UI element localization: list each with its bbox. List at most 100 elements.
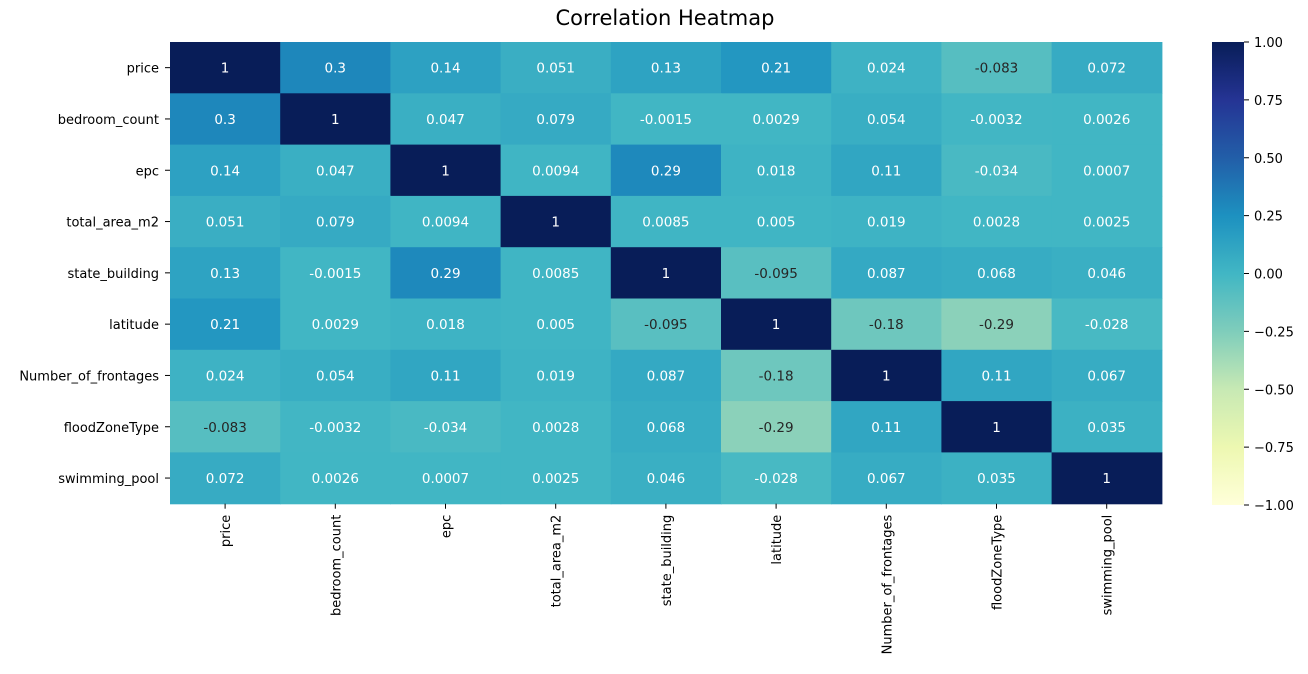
heatmap-cell	[941, 349, 1053, 402]
heatmap-cell	[1051, 298, 1163, 351]
cell-value-label: -0.095	[644, 317, 688, 333]
heatmap-cell	[280, 349, 391, 402]
heatmap-cell	[280, 247, 391, 300]
colorbar-gradient	[1212, 42, 1244, 505]
heatmap-cell	[831, 452, 942, 505]
cell-value-label: 0.018	[426, 317, 465, 333]
cell-value-label: 0.0025	[532, 471, 579, 487]
heatmap-cell	[610, 144, 722, 197]
colorbar-tick-label: 1.00	[1254, 36, 1283, 51]
cell-value-label: 0.0026	[1083, 112, 1130, 128]
row-tick-label: Number_of_frontages	[19, 369, 159, 384]
cell-value-label: 0.0094	[532, 163, 579, 179]
cell-value-label: 0.051	[206, 215, 245, 231]
cell-value-label: -0.0015	[309, 266, 361, 282]
heatmap-cell	[941, 42, 1053, 94]
heatmap-cell	[1051, 247, 1163, 300]
column-tick-label: price	[219, 515, 234, 547]
cell-value-label: 1	[441, 163, 450, 179]
cell-value-label: -0.028	[1085, 317, 1129, 333]
heatmap-cell	[280, 298, 391, 351]
heatmap-cell	[390, 93, 502, 146]
colorbar-tick-label: −0.75	[1254, 441, 1294, 456]
cell-value-label: 0.29	[651, 163, 681, 179]
cell-value-label: 0.054	[867, 112, 906, 128]
heatmap-cell	[831, 298, 942, 351]
colorbar-tick-label: −0.50	[1254, 383, 1294, 398]
heatmap-cell	[170, 298, 281, 351]
heatmap-cell	[1051, 349, 1163, 402]
cell-value-label: 1	[772, 317, 781, 333]
column-tick-label: epc	[440, 515, 455, 538]
heatmap-cell	[610, 93, 722, 146]
cell-value-label: 0.0094	[422, 215, 469, 231]
heatmap-cell	[610, 298, 722, 351]
heatmap-cell	[390, 298, 502, 351]
cell-value-label: 0.29	[430, 266, 460, 282]
heatmap-cell	[721, 247, 832, 300]
heatmap-cell	[831, 349, 942, 402]
colorbar-tick-label: 0.75	[1254, 94, 1283, 109]
colorbar-tick-label: 0.50	[1254, 152, 1283, 167]
cell-value-label: -0.18	[759, 368, 794, 384]
heatmap-cell	[390, 349, 502, 402]
heatmap-cell	[390, 195, 502, 248]
heatmap-cell	[1051, 93, 1163, 146]
cell-value-label: 0.0029	[752, 112, 799, 128]
row-tick-label: price	[127, 62, 159, 77]
heatmap-cell	[500, 349, 612, 402]
heatmap-cell	[941, 452, 1053, 505]
cell-value-label: -0.0032	[970, 112, 1022, 128]
heatmap-cell	[610, 349, 722, 402]
cell-value-label: 0.0026	[312, 471, 359, 487]
column-tick-label: floodZoneType	[991, 515, 1006, 610]
cell-value-label: -0.083	[975, 61, 1019, 77]
cell-value-label: 0.13	[210, 266, 240, 282]
cell-value-label: -0.028	[754, 471, 798, 487]
cell-value-label: 1	[221, 61, 230, 77]
cell-value-label: 0.005	[757, 215, 796, 231]
heatmap-cell	[170, 401, 281, 453]
heatmap-cell	[500, 298, 612, 351]
heatmap-cell	[280, 93, 391, 146]
heatmap-cell	[170, 144, 281, 197]
heatmap-cell	[500, 247, 612, 300]
heatmap-cell	[831, 93, 942, 146]
heatmap-cell	[280, 42, 391, 94]
heatmap-cell	[390, 247, 502, 300]
heatmap-cells: 1 0.3 0.14 0.051 0.13 0.21 0.024 -0.083 0.072 0.3…	[170, 42, 1163, 505]
cell-value-label: 0.087	[867, 266, 906, 282]
cell-value-label: 0.11	[871, 163, 901, 179]
heatmap-cell	[831, 195, 942, 248]
cell-value-label: 1	[662, 266, 671, 282]
cell-value-label: 0.046	[1087, 266, 1126, 282]
cell-value-label: 0.018	[757, 163, 796, 179]
cell-value-label: 1	[331, 112, 340, 128]
cell-value-label: 0.005	[536, 317, 575, 333]
heatmap-cell	[500, 42, 612, 94]
heatmap-cell	[390, 42, 502, 94]
heatmap-cell	[500, 401, 612, 453]
row-tick-label: state_building	[67, 267, 159, 282]
heatmap-cell	[280, 401, 391, 453]
heatmap-cell	[610, 401, 722, 453]
heatmap-cell	[1051, 452, 1163, 505]
cell-value-label: 0.0085	[532, 266, 579, 282]
cell-value-label: -0.095	[754, 266, 798, 282]
cell-value-label: 0.11	[871, 420, 901, 436]
row-tick-label: bedroom_count	[58, 113, 159, 128]
cell-value-label: -0.034	[975, 163, 1019, 179]
heatmap-cell	[831, 247, 942, 300]
colorbar: 1.00 0.75 0.50 0.25 0.00 −0.25 −0.50 −0.75 −1.00	[1212, 36, 1294, 514]
cell-value-label: 0.068	[977, 266, 1016, 282]
row-tick-label: latitude	[109, 318, 159, 333]
cell-value-label: 0.046	[647, 471, 686, 487]
cell-value-label: 0.035	[1087, 420, 1126, 436]
cell-value-label: -0.083	[203, 420, 247, 436]
cell-value-label: 0.0025	[1083, 215, 1130, 231]
cell-value-label: 0.067	[867, 471, 906, 487]
colorbar-tick-label: 0.25	[1254, 210, 1283, 225]
cell-value-label: 0.0085	[642, 215, 689, 231]
